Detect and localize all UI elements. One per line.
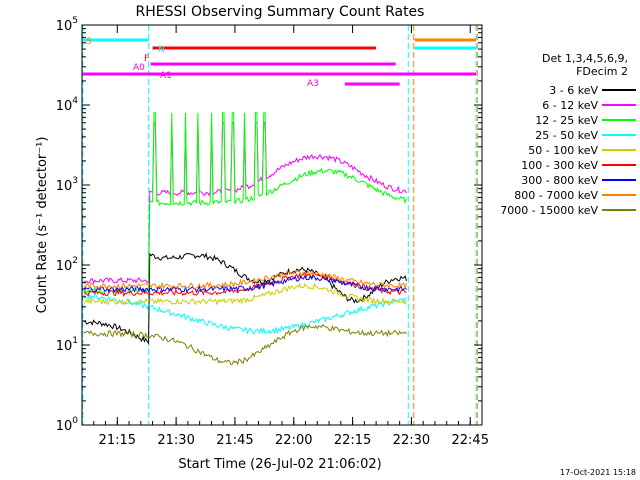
legend-entry-label: 50 - 100 keV xyxy=(528,144,598,157)
x-tick-label: 22:30 xyxy=(393,433,430,448)
series-line xyxy=(83,112,407,295)
y-tick-label: 104 xyxy=(56,96,79,114)
plot-area xyxy=(82,25,478,425)
x-tick-label: 22:45 xyxy=(452,433,489,448)
y-tick-label: 101 xyxy=(56,336,78,354)
series-line xyxy=(83,282,407,306)
y-axis-label: Count Rate (s⁻¹ detector⁻¹) xyxy=(35,137,50,314)
legend-header: FDecim 2 xyxy=(576,65,628,78)
y-tick-exponent: 1 xyxy=(72,336,78,346)
legend-entry-label: 3 - 6 keV xyxy=(549,84,598,97)
y-tick-exponent: 2 xyxy=(72,256,78,266)
y-tick-label: 105 xyxy=(56,16,78,34)
y-tick-exponent: 0 xyxy=(72,416,78,426)
y-tick-label: 102 xyxy=(56,256,78,274)
y-tick-exponent: 3 xyxy=(72,176,78,186)
x-tick-label: 21:15 xyxy=(99,433,136,448)
series-line xyxy=(83,323,407,366)
series-line xyxy=(83,270,407,291)
y-tick-label: 100 xyxy=(56,416,79,434)
legend-entry-label: 800 - 7000 keV xyxy=(514,189,598,202)
series-line xyxy=(83,252,407,345)
plot-frame xyxy=(81,24,483,426)
x-tick-label: 21:45 xyxy=(216,433,253,448)
y-tick-label: 103 xyxy=(56,176,78,194)
series-line xyxy=(83,292,407,335)
flag-label: N xyxy=(158,45,165,55)
legend-entry-label: 100 - 300 keV xyxy=(521,159,598,172)
y-tick-exponent: 4 xyxy=(72,96,78,106)
y-tick-exponent: 5 xyxy=(72,16,78,26)
flag-label: A3 xyxy=(307,79,319,89)
flag-label: S xyxy=(86,37,92,47)
axes: 21:15 21:30 21:45 22:00 22:15 22:30 22:4510010… xyxy=(56,16,489,448)
x-axis-label: Start Time (26-Jul-02 21:06:02) xyxy=(178,457,381,472)
legend-header: Det 1,3,4,5,6,9, xyxy=(542,52,628,65)
legend-entry-label: 12 - 25 keV xyxy=(535,114,598,127)
flag-label: F xyxy=(144,54,149,64)
flag-label: A0 xyxy=(133,63,145,73)
legend-entry-label: 300 - 800 keV xyxy=(521,174,598,187)
series-line xyxy=(83,273,407,294)
legend: Det 1,3,4,5,6,9,FDecim 2 3 - 6 keV 6 - 12 … xyxy=(500,52,636,217)
legend-entry-label: 7000 - 15000 keV xyxy=(500,204,598,217)
x-tick-label: 22:15 xyxy=(334,433,371,448)
x-tick-label: 22:00 xyxy=(275,433,312,448)
chart-title: RHESSI Observing Summary Count Rates xyxy=(136,4,425,20)
footer-date: 17-Oct-2021 15:18 xyxy=(560,468,636,477)
flag-label: A1 xyxy=(160,71,172,81)
x-tick-label: 21:30 xyxy=(157,433,194,448)
legend-entry-label: 6 - 12 keV xyxy=(542,99,598,112)
legend-entry-label: 25 - 50 keV xyxy=(535,129,598,142)
